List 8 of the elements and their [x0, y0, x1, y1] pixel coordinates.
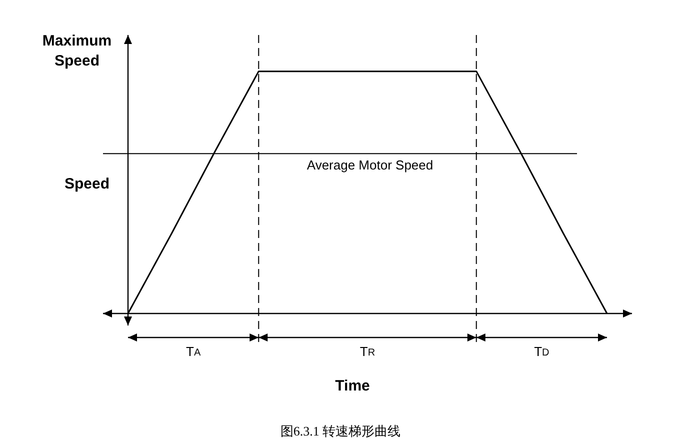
text: Maximum Speed — [42, 32, 112, 70]
y-axis-title: Speed — [64, 175, 110, 192]
ref-line-label: Average Motor Speed — [306, 157, 434, 172]
text: TD — [534, 344, 550, 360]
text: TR — [360, 344, 376, 360]
caption: 图6.3.1 转速梯形曲线 — [280, 423, 401, 438]
text: TA — [186, 344, 201, 360]
x-axis-title: Time — [335, 378, 370, 395]
